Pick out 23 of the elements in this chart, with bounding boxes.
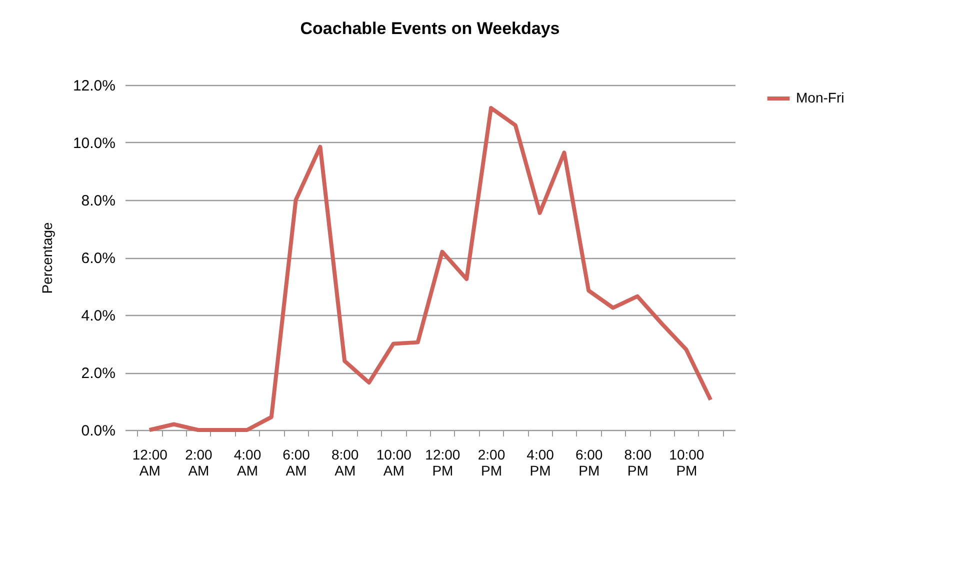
- line-series: [147, 106, 713, 432]
- y-tick-label: 2.0%: [81, 365, 116, 382]
- x-tick-label: 4:00 PM: [526, 446, 554, 478]
- x-tick-label: 6:00 AM: [282, 446, 310, 478]
- y-tick-label: 0.0%: [81, 422, 116, 440]
- x-tick-label: 6:00 PM: [575, 446, 603, 478]
- y-tick-label: 6.0%: [81, 250, 116, 267]
- x-tick-label: 10:00 PM: [669, 446, 704, 478]
- x-tick-label: 12:00 PM: [425, 446, 460, 478]
- legend-label: Mon-Fri: [796, 90, 844, 106]
- x-tick-label: 10:00 AM: [376, 446, 412, 478]
- y-tick-label: 4.0%: [81, 308, 116, 324]
- x-tick-label: 2:00 PM: [478, 446, 506, 478]
- y-tick-label: 10.0%: [72, 135, 116, 152]
- x-tick-label: 4:00 AM: [234, 446, 262, 478]
- x-tick-label: 8:00 PM: [624, 446, 652, 478]
- x-tick-label: 8:00 AM: [331, 446, 359, 478]
- y-axis-title: Percentage: [38, 222, 55, 294]
- x-tick-label: 2:00 AM: [185, 446, 213, 478]
- x-tick-label: 12:00 AM: [132, 446, 168, 478]
- y-tick-label: 12.0%: [72, 78, 116, 94]
- chart-title: Coachable Events on Weekdays: [300, 19, 560, 38]
- y-tick-label: 8.0%: [81, 192, 116, 210]
